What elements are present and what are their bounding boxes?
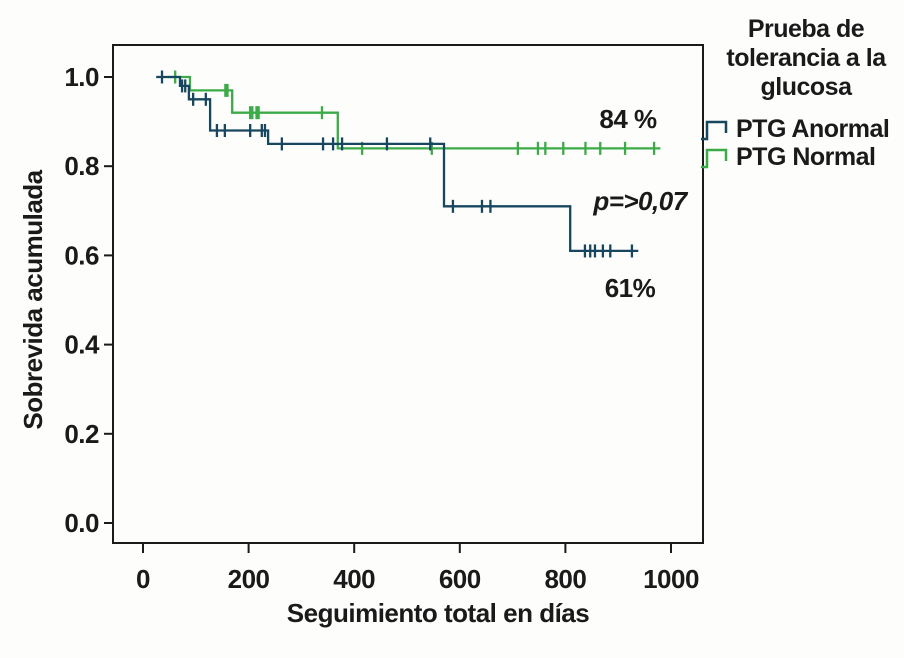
y-axis-title: Sobrevida acumulada: [18, 169, 48, 429]
x-axis-title: Seguimiento total en días: [287, 598, 589, 628]
survival-curve-ptg-anormal: [156, 75, 639, 253]
annotation-anormal-survival: 61%: [605, 273, 656, 303]
y-axis-tick-label: 0.4: [64, 330, 100, 360]
x-axis-tick-label: 600: [439, 564, 481, 594]
legend-title-line-2: tolerancia a la: [726, 44, 887, 72]
y-axis-tick-label: 0.8: [64, 151, 99, 181]
legend-title-line-1: Prueba de: [748, 15, 865, 43]
x-axis-tick-label: 0: [136, 564, 150, 594]
legend: Prueba de tolerancia a la glucosa PTG An…: [701, 15, 890, 171]
survival-curve-ptg-normal: [167, 75, 661, 150]
legend-key-ptg-anormal-icon: [701, 120, 728, 141]
annotation-p-value: p=>0,07: [592, 186, 688, 216]
x-axis-tick-label: 200: [228, 564, 270, 594]
y-axis-tick-label: 1.0: [64, 62, 99, 92]
annotation-normal-survival: 84 %: [599, 104, 657, 134]
plot-area-border: [112, 44, 704, 544]
y-axis-tick-label: 0.6: [64, 240, 99, 270]
y-axis-tick-label: 0.2: [64, 419, 99, 449]
x-axis-tick-label: 1000: [643, 564, 699, 594]
x-axis-tick-label: 400: [333, 564, 375, 594]
chart-marks-layer: 0 200 400 600 800 1000 1.0 0.8 0.6 0.4 0.2 0.0: [64, 62, 699, 594]
legend-label-ptg-normal: PTG Normal: [736, 143, 875, 171]
legend-key-ptg-normal-icon: [701, 148, 728, 169]
x-axis-tick-label: 800: [544, 564, 586, 594]
y-axis-tick-label: 0.0: [64, 508, 99, 538]
legend-title-line-3: glucosa: [761, 73, 854, 101]
legend-label-ptg-anormal: PTG Anormal: [736, 115, 889, 143]
